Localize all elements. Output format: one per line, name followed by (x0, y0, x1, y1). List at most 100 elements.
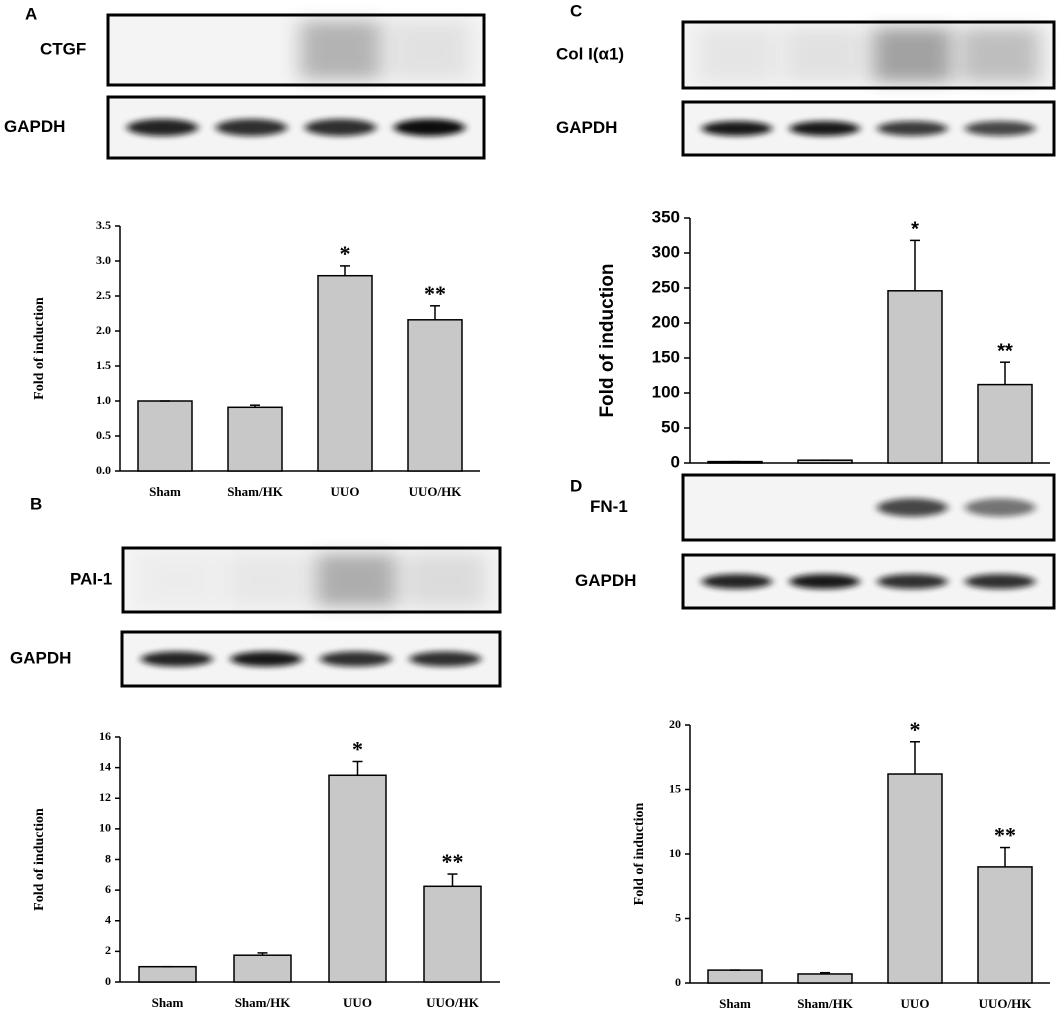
panel-letter: C (570, 1, 582, 20)
blot-label: Col I(α1) (556, 44, 624, 63)
y-tick-label: 2 (105, 943, 111, 957)
x-tick-label: UUO (901, 996, 930, 1009)
y-tick-label: 3.0 (96, 253, 111, 267)
blot-smear (697, 28, 777, 82)
error-bar (430, 305, 440, 320)
blot-band (230, 651, 303, 667)
error-bar (257, 952, 268, 956)
bar (137, 400, 193, 472)
blot-label: GAPDH (556, 118, 617, 137)
y-tick-label: 100 (652, 382, 680, 401)
bar (317, 274, 373, 472)
y-tick-label: 2.0 (96, 323, 111, 337)
y-tick-label: 50 (661, 417, 680, 436)
blot-label: GAPDH (10, 648, 71, 667)
bar (227, 406, 283, 472)
blot-band (304, 118, 377, 137)
blot-band (789, 121, 860, 136)
bar (887, 773, 943, 984)
y-tick-label: 1.5 (96, 358, 111, 372)
blot-label: GAPDH (575, 571, 636, 590)
y-tick-label: 150 (652, 347, 680, 366)
blot-label: CTGF (40, 39, 86, 58)
blot-band (965, 574, 1036, 589)
y-axis-title: Fold of induction (32, 297, 47, 400)
error-bar (250, 404, 260, 408)
error-bar (447, 873, 458, 887)
y-tick-label: 16 (99, 729, 111, 743)
error-bar (820, 971, 830, 974)
x-tick-label: UUO (343, 995, 372, 1009)
y-tick-label: 12 (99, 790, 111, 804)
blot-band (789, 574, 860, 589)
panel-letter: D (570, 476, 582, 495)
y-tick-label: 5 (675, 910, 681, 924)
y-tick-label: 0.0 (96, 463, 111, 477)
bar (233, 954, 292, 983)
error-bar (352, 760, 363, 776)
y-tick-label: 4 (105, 913, 111, 927)
y-axis-title: Fold of induction (32, 808, 47, 911)
blot-band (126, 118, 199, 137)
y-tick-label: 0 (105, 974, 111, 988)
blot-smear (872, 28, 952, 82)
blot-band (319, 651, 392, 667)
y-tick-label: 10 (669, 846, 681, 860)
x-tick-label: UUO/HK (979, 996, 1033, 1009)
blot-smear (137, 554, 217, 606)
x-tick-label: Sham (149, 484, 181, 499)
significance-mark: ** (997, 340, 1013, 362)
y-tick-label: 200 (652, 312, 680, 331)
significance-mark: * (340, 241, 351, 266)
blot-label: GAPDH (4, 117, 65, 136)
y-tick-label: 300 (652, 242, 680, 261)
significance-mark: ** (994, 823, 1016, 848)
y-tick-label: 6 (105, 882, 111, 896)
blot-band (877, 574, 948, 589)
y-tick-label: 10 (99, 821, 111, 835)
x-tick-label: Sham (152, 995, 184, 1009)
y-tick-label: 15 (669, 781, 681, 795)
bar (887, 290, 943, 464)
x-tick-label: Sham (719, 996, 751, 1009)
panel-letter: B (30, 494, 42, 513)
significance-mark: * (911, 219, 919, 241)
y-tick-label: 0 (675, 975, 681, 989)
blot-band (877, 498, 948, 517)
x-tick-label: Sham/HK (227, 484, 284, 499)
blot-band (701, 574, 772, 589)
x-tick-label: UUO/HK (409, 484, 463, 499)
y-tick-label: 0 (671, 452, 680, 471)
blot-smear (315, 554, 397, 606)
blot-band (877, 121, 948, 136)
y-tick-label: 8 (105, 851, 111, 865)
y-tick-label: 1.0 (96, 393, 111, 407)
bar (797, 973, 853, 984)
significance-mark: ** (424, 281, 446, 306)
blot-band (393, 118, 466, 137)
x-tick-label: Sham/HK (235, 995, 292, 1009)
y-tick-label: 3.5 (96, 218, 111, 232)
blot-smear (960, 28, 1040, 82)
y-axis-title: Fold of induction (632, 802, 647, 905)
x-tick-label: UUO/HK (426, 995, 480, 1009)
significance-mark: * (910, 717, 921, 742)
y-axis-title: Fold of induction (597, 263, 618, 417)
error-bar (340, 265, 350, 276)
blot-smear (300, 21, 381, 79)
blot-label: PAI-1 (70, 569, 112, 588)
error-bar (910, 239, 920, 291)
bar (138, 965, 197, 983)
blot-band (409, 651, 482, 667)
error-bar (1000, 846, 1010, 867)
bar (423, 885, 482, 983)
significance-mark: ** (442, 849, 464, 874)
panel: C Col I(α1) GAPDH 0 50 100 150 200 250 300 350 Fold… (556, 1, 1056, 493)
y-tick-label: 14 (99, 759, 111, 773)
blot-smear (226, 554, 308, 606)
blot-smear (785, 28, 865, 82)
bar (407, 319, 463, 472)
significance-mark: * (352, 737, 363, 762)
